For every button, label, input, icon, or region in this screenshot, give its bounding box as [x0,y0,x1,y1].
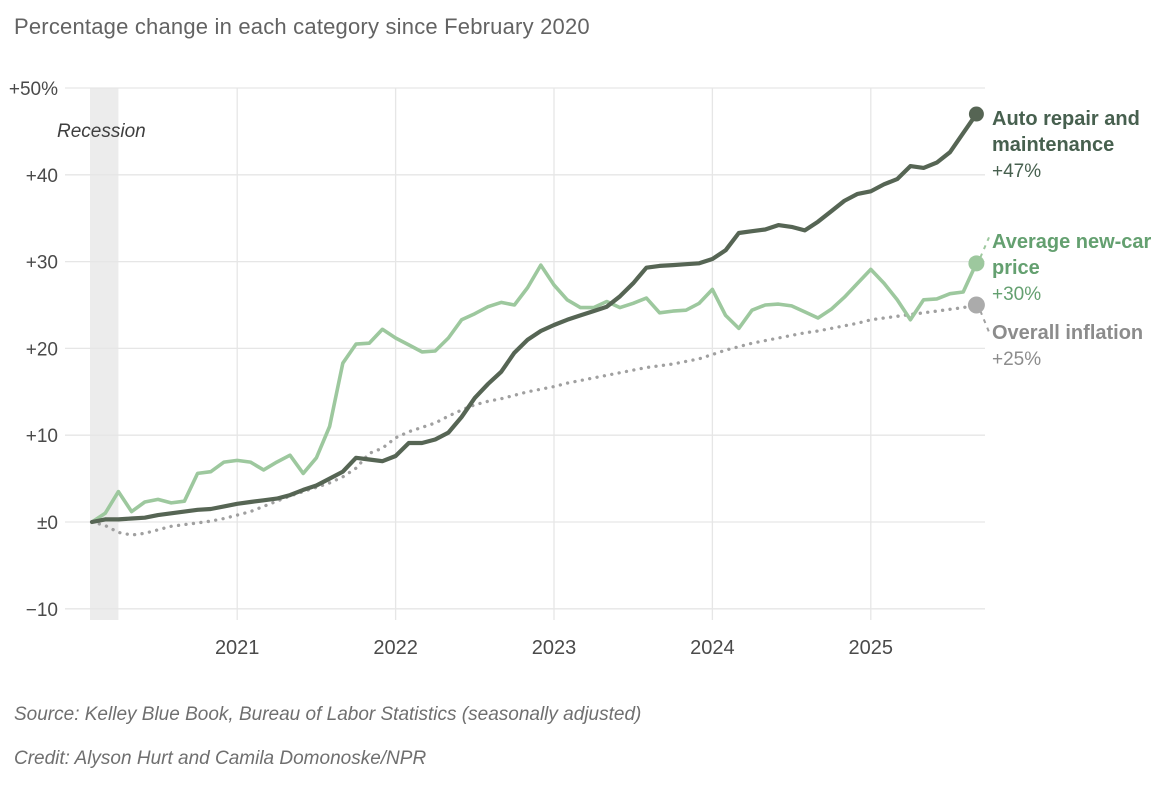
y-tick-label: +50% [9,79,58,100]
legend-inflation-label: Overall inflation [992,322,1144,344]
legend-inflation: Overall inflation +25% [992,320,1164,371]
legend-inflation-value: +25% [992,349,1042,370]
legend-new-car: Average new-car price +30% [992,229,1164,306]
source-note: Source: Kelley Blue Book, Bureau of Labo… [14,704,642,725]
x-tick-label: 2025 [849,637,894,659]
chart-title: Percentage change in each category since… [14,14,590,39]
x-tick-label: 2024 [690,637,735,659]
leader-line-inflation [979,310,990,333]
credit-note: Credit: Alyson Hurt and Camila Domonoske… [14,748,427,769]
series-line-overall-inflation [90,303,979,537]
end-dot-new-car [968,255,985,272]
legend-auto-repair-value: +47% [992,161,1042,182]
y-tick-label: +40 [26,166,58,187]
series-line-auto-repair [89,111,979,525]
y-tick-label: +30 [26,253,58,274]
y-tick-label: +20 [26,339,58,360]
recession-label: Recession [57,121,146,142]
y-tick-label: −10 [26,600,58,621]
line-chart: +50% +40 +30 +20 +10 ±0 −10 2021 2022 2023 2024 202… [9,79,990,659]
end-dot-inflation [967,296,985,314]
legend-new-car-label: Average new-car price [992,231,1152,279]
leader-line-new-car [979,236,990,258]
x-tick-label: 2022 [373,637,418,659]
end-dot-auto-repair [968,106,984,122]
x-tick-label: 2023 [532,637,577,659]
x-tick-label: 2021 [215,637,260,659]
series-line-new-car-price [90,261,979,524]
legend-new-car-value: +30% [992,284,1042,305]
legend-auto-repair: Auto repair and maintenance +47% [992,106,1164,183]
y-tick-label: +10 [26,426,58,447]
recession-band [90,88,119,620]
legend-auto-repair-label: Auto repair and maintenance [992,108,1140,156]
y-tick-label: ±0 [37,513,58,534]
